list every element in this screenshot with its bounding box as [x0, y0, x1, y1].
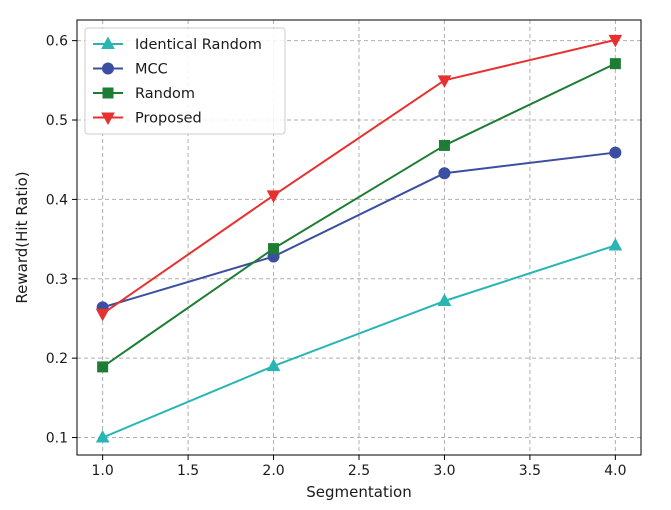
x-tick-label: 4.0 [604, 463, 626, 479]
legend-box [84, 27, 286, 135]
data-point-marker [266, 190, 281, 203]
x-tick-label: 3.5 [519, 463, 541, 479]
data-point-marker [609, 146, 622, 159]
data-point-marker [97, 361, 109, 373]
data-point-marker [438, 167, 451, 180]
x-tick-label: 1.5 [177, 463, 199, 479]
series-line [102, 244, 616, 439]
data-point-marker [95, 308, 110, 322]
y-axis: 0.1 0.2 0.3 0.4 0.5 0.6 [46, 34, 77, 447]
series-line [102, 151, 616, 309]
x-tick-label: 2.0 [262, 463, 284, 479]
legend-label: Proposed [135, 111, 202, 127]
legend-marker [102, 87, 114, 99]
series-line [102, 38, 616, 315]
legend-label: Random [135, 86, 195, 102]
data-point-marker [95, 429, 110, 443]
data-point-marker [266, 358, 281, 372]
y-tick-label: 0.6 [46, 34, 68, 50]
data-point-marker [268, 243, 280, 255]
series-3 [95, 34, 623, 322]
x-axis: 1.0 1.5 2.0 2.5 3.0 3.5 4.0 [92, 455, 626, 479]
series-2 [97, 58, 621, 373]
x-tick-label: 2.5 [348, 463, 370, 479]
y-tick-label: 0.1 [46, 431, 68, 447]
legend-marker [102, 62, 114, 75]
legend-label: Identical Random [135, 37, 262, 53]
series-group [95, 34, 623, 443]
legend: Identical Random MCC Random Proposed [84, 27, 286, 135]
y-tick-label: 0.2 [46, 351, 68, 367]
legend-marker [101, 36, 115, 49]
y-tick-label: 0.3 [46, 272, 68, 288]
y-tick-label: 0.5 [46, 113, 68, 129]
data-point-marker [609, 58, 621, 70]
series-0 [95, 237, 623, 443]
legend-label: MCC [135, 62, 168, 78]
data-point-marker [437, 75, 452, 88]
x-tick-label: 1.0 [92, 463, 114, 479]
data-point-marker [608, 34, 623, 48]
y-tick-label: 0.4 [46, 192, 68, 208]
data-point-marker [437, 293, 452, 307]
legend-marker [101, 112, 115, 126]
data-point-marker [608, 237, 623, 251]
data-point-marker [438, 139, 450, 151]
x-tick-label: 3.0 [433, 463, 455, 479]
series-line [102, 62, 616, 368]
x-axis-title: Segmentation [306, 483, 411, 501]
y-axis-title: Reward(Hit Ratio) [13, 171, 31, 303]
